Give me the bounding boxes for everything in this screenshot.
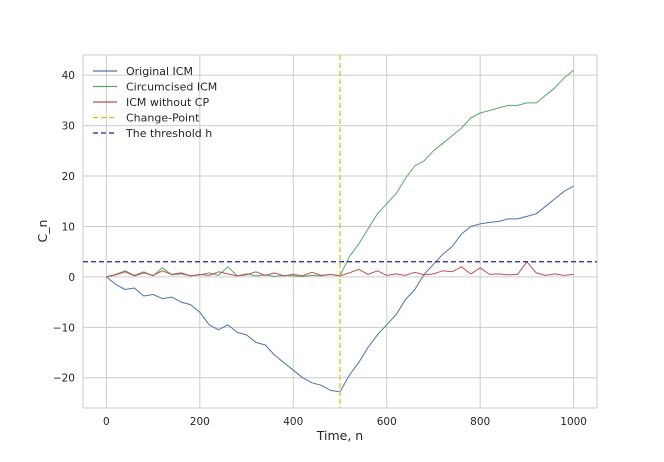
legend-label: ICM without CP — [126, 96, 209, 109]
x-tick-label: 200 — [190, 416, 210, 428]
series-layer — [83, 55, 597, 408]
x-tick-label: 400 — [283, 416, 303, 428]
legend-label: Circumcised ICM — [126, 81, 217, 94]
y-tick-label: −10 — [53, 322, 75, 334]
x-tick-label: 0 — [103, 416, 110, 428]
y-tick-label: 0 — [68, 272, 75, 284]
x-tick-label: 600 — [377, 416, 397, 428]
x-tick-label: 1000 — [560, 416, 587, 428]
legend-label: The threshold h — [125, 127, 212, 140]
y-tick-label: 20 — [62, 171, 75, 183]
y-tick-label: 10 — [62, 221, 75, 233]
x-tick-labels: 0 200 400 600 800 1000 — [103, 416, 587, 428]
y-tick-label: 40 — [62, 70, 75, 82]
y-tick-label: −20 — [53, 373, 75, 385]
legend-label: Change-Point — [126, 112, 200, 125]
legend-label: Original ICM — [126, 65, 193, 78]
x-axis-label: Time, n — [316, 428, 363, 443]
y-tick-labels: −20 −10 0 10 20 30 40 — [53, 70, 75, 385]
y-tick-label: 30 — [62, 121, 75, 133]
x-tick-label: 800 — [470, 416, 490, 428]
legend: Original ICM Circumcised ICM ICM without C… — [93, 65, 217, 140]
y-axis-label: C_n — [35, 220, 50, 243]
